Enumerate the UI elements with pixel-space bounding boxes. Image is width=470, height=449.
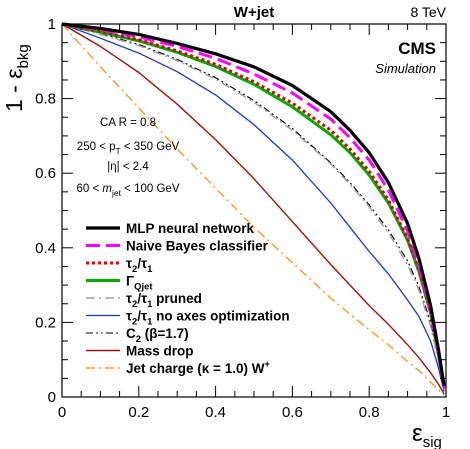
y-tick-label: 0.2 xyxy=(35,314,56,331)
y-tick-label: 0.8 xyxy=(35,91,56,108)
selection-cuts: CA R = 0.8 250 < pT < 350 GeV |η| < 2.4 … xyxy=(77,117,180,198)
legend-entry: τ2/τ1 no axes optimization xyxy=(86,309,290,328)
experiment-sublabel: Simulation xyxy=(375,61,436,76)
roc-curves xyxy=(61,22,446,396)
cut-eta: |η| < 2.4 xyxy=(107,161,149,173)
x-tick-label: 0 xyxy=(58,404,66,421)
roc-curve-1-mlp-neural-network xyxy=(61,22,446,387)
legend-entry: τ2/τ1 xyxy=(86,256,153,275)
legend-label: MLP neural network xyxy=(126,221,255,236)
x-tick-label: 0.4 xyxy=(205,404,226,421)
legend-label: τ2/τ1 no axes optimization xyxy=(126,309,290,328)
legend-label: C2 (β=1.7) xyxy=(126,326,189,345)
y-tick-label: 1 xyxy=(48,16,56,33)
legend-label: τ2/τ1 xyxy=(126,256,153,275)
roc-curve-6-no-axes-optimization xyxy=(61,23,445,392)
legend-label: Naive Bayes classifier xyxy=(126,239,269,254)
cut-jet-algo: CA R = 0.8 xyxy=(100,117,156,129)
roc-curve-8-mass-drop xyxy=(61,23,445,395)
energy-label: 8 TeV xyxy=(410,4,446,20)
legend-entry: ΓQjet xyxy=(86,274,153,293)
legend-label: Mass drop xyxy=(126,344,194,359)
x-tick-label: 0.2 xyxy=(128,404,149,421)
legend-entry: τ2/τ1 pruned xyxy=(86,291,202,310)
x-axis-label: εsig xyxy=(412,420,442,449)
x-tick-label: 1 xyxy=(442,404,450,421)
roc-curve-5-pruned xyxy=(61,23,445,390)
legend-entry: C2 (β=1.7) xyxy=(86,326,189,345)
x-tick-label: 0.6 xyxy=(282,404,303,421)
y-axis-label: 1 - εbkg xyxy=(1,44,32,112)
x-tick-label: 0.8 xyxy=(359,404,380,421)
legend-entry: Naive Bayes classifier xyxy=(86,239,269,254)
legend-entry: Jet charge (κ = 1.0) W+ xyxy=(86,359,270,376)
legend-label: τ2/τ1 pruned xyxy=(126,291,202,310)
roc-curve-9-jet-charge-1-0-w xyxy=(61,23,445,396)
y-tick-label: 0 xyxy=(48,389,56,406)
legend-entry: Mass drop xyxy=(86,344,194,359)
axis-ticks: 0 0.2 0.4 0.6 0.8 1 0 0.2 0.4 0.6 0.8 1 xyxy=(35,16,450,421)
legend-label: Jet charge (κ = 1.0) W+ xyxy=(126,359,270,376)
roc-curve-7-c-1-7 xyxy=(61,23,445,390)
y-tick-label: 0.4 xyxy=(35,240,56,257)
experiment-label: CMS xyxy=(398,39,436,58)
y-tick-label: 0.6 xyxy=(35,165,56,182)
legend: MLP neural network Naive Bayes classifier… xyxy=(86,221,290,376)
legend-label: ΓQjet xyxy=(126,274,153,293)
cut-mass: 60 < mjet < 100 GeV xyxy=(77,183,180,198)
cut-pt: 250 < pT < 350 GeV xyxy=(77,141,180,156)
legend-entry: MLP neural network xyxy=(86,221,255,236)
chart-title: W+jet xyxy=(234,4,274,21)
